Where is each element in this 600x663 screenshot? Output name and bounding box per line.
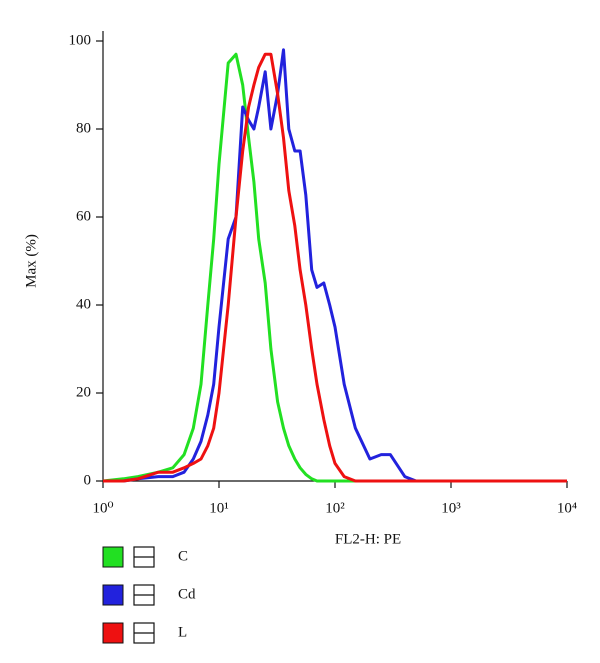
x-tick-label: 10¹ xyxy=(209,500,229,516)
x-tick-label: 10³ xyxy=(441,500,461,516)
x-axis-label: FL2-H: PE xyxy=(335,531,401,547)
legend-swatch xyxy=(102,546,124,568)
legend-label: L xyxy=(178,624,187,640)
series-line xyxy=(103,48,567,483)
legend-label: C xyxy=(178,548,188,564)
y-tick-label: 40 xyxy=(76,296,91,312)
legend-swatch xyxy=(102,622,124,644)
x-tick-label: 10⁰ xyxy=(92,500,113,516)
legend-label: Cd xyxy=(178,586,196,602)
series-line xyxy=(102,52,567,483)
series-line xyxy=(103,52,567,483)
y-tick-label: 60 xyxy=(76,208,91,224)
y-tick-label: 100 xyxy=(69,32,92,48)
y-tick-label: 0 xyxy=(84,472,92,488)
x-tick-label: 10² xyxy=(325,500,345,516)
y-tick-label: 80 xyxy=(76,120,91,136)
y-axis-label: Max (%) xyxy=(23,234,39,288)
legend-swatch xyxy=(102,584,124,606)
x-tick-label: 10⁴ xyxy=(557,500,577,516)
y-tick-label: 20 xyxy=(76,384,91,400)
